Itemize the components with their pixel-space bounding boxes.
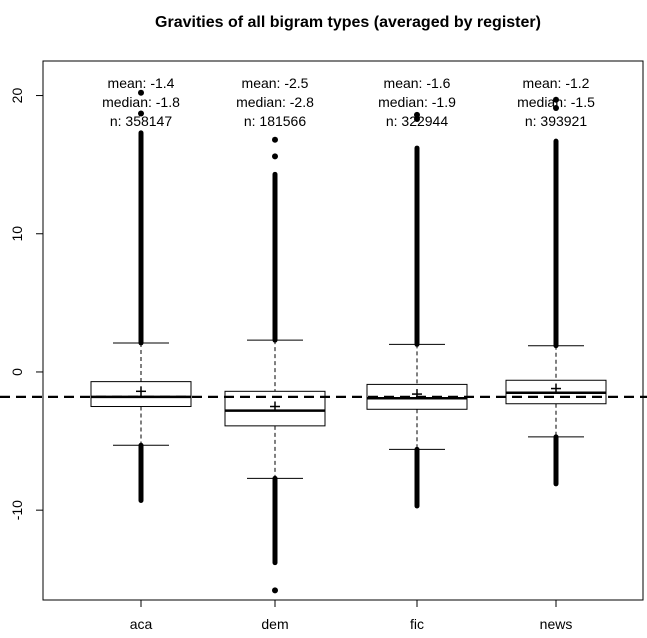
outlier-point-dem-1 xyxy=(272,136,278,143)
outlier-point-dem-2 xyxy=(272,587,278,594)
x-tick-label-fic: fic xyxy=(410,616,424,632)
annotation-mean-aca: mean: -1.4 xyxy=(108,75,175,91)
y-axis: 20 10 0 -10 xyxy=(9,88,43,520)
x-tick-label-aca: aca xyxy=(130,616,153,632)
outlier-point-fic-0 xyxy=(414,116,420,123)
plot-frame xyxy=(42,60,644,601)
box-annotations: mean: -1.4 median: -1.8 n: 358147 mean: -2.… xyxy=(102,75,595,129)
y-tick-label-1: 10 xyxy=(9,226,25,242)
annotation-median-fic: median: -1.9 xyxy=(378,94,456,110)
outlier-point-fic-1 xyxy=(414,111,420,118)
annotation-n-dem: n: 181566 xyxy=(244,113,306,129)
outlier-point-news-0 xyxy=(553,104,559,111)
x-axis: aca dem fic news xyxy=(130,600,573,632)
annotation-mean-fic: mean: -1.6 xyxy=(384,75,451,91)
outlier-point-aca-0 xyxy=(138,110,144,117)
annotation-n-news: n: 393921 xyxy=(525,113,587,129)
outlier-point-news-1 xyxy=(553,96,559,103)
annotation-median-news: median: -1.5 xyxy=(517,94,595,110)
annotation-n-aca: n: 358147 xyxy=(110,113,172,129)
x-tick-label-news: news xyxy=(540,616,573,632)
annotation-median-dem: median: -2.8 xyxy=(236,94,314,110)
annotation-median-aca: median: -1.8 xyxy=(102,94,180,110)
y-tick-label-0: 20 xyxy=(9,88,25,104)
x-tick-label-dem: dem xyxy=(261,616,288,632)
outlier-points xyxy=(138,89,559,594)
outlier-point-dem-0 xyxy=(272,153,278,160)
y-tick-label-3: -10 xyxy=(9,500,25,520)
annotation-n-fic: n: 322944 xyxy=(386,113,448,129)
chart-title: Gravities of all bigram types (averaged … xyxy=(155,14,541,31)
annotation-mean-news: mean: -1.2 xyxy=(523,75,590,91)
annotation-mean-dem: mean: -2.5 xyxy=(242,75,309,91)
boxes xyxy=(90,339,607,479)
y-tick-label-2: 0 xyxy=(9,368,25,376)
outlier-point-aca-1 xyxy=(138,89,144,96)
